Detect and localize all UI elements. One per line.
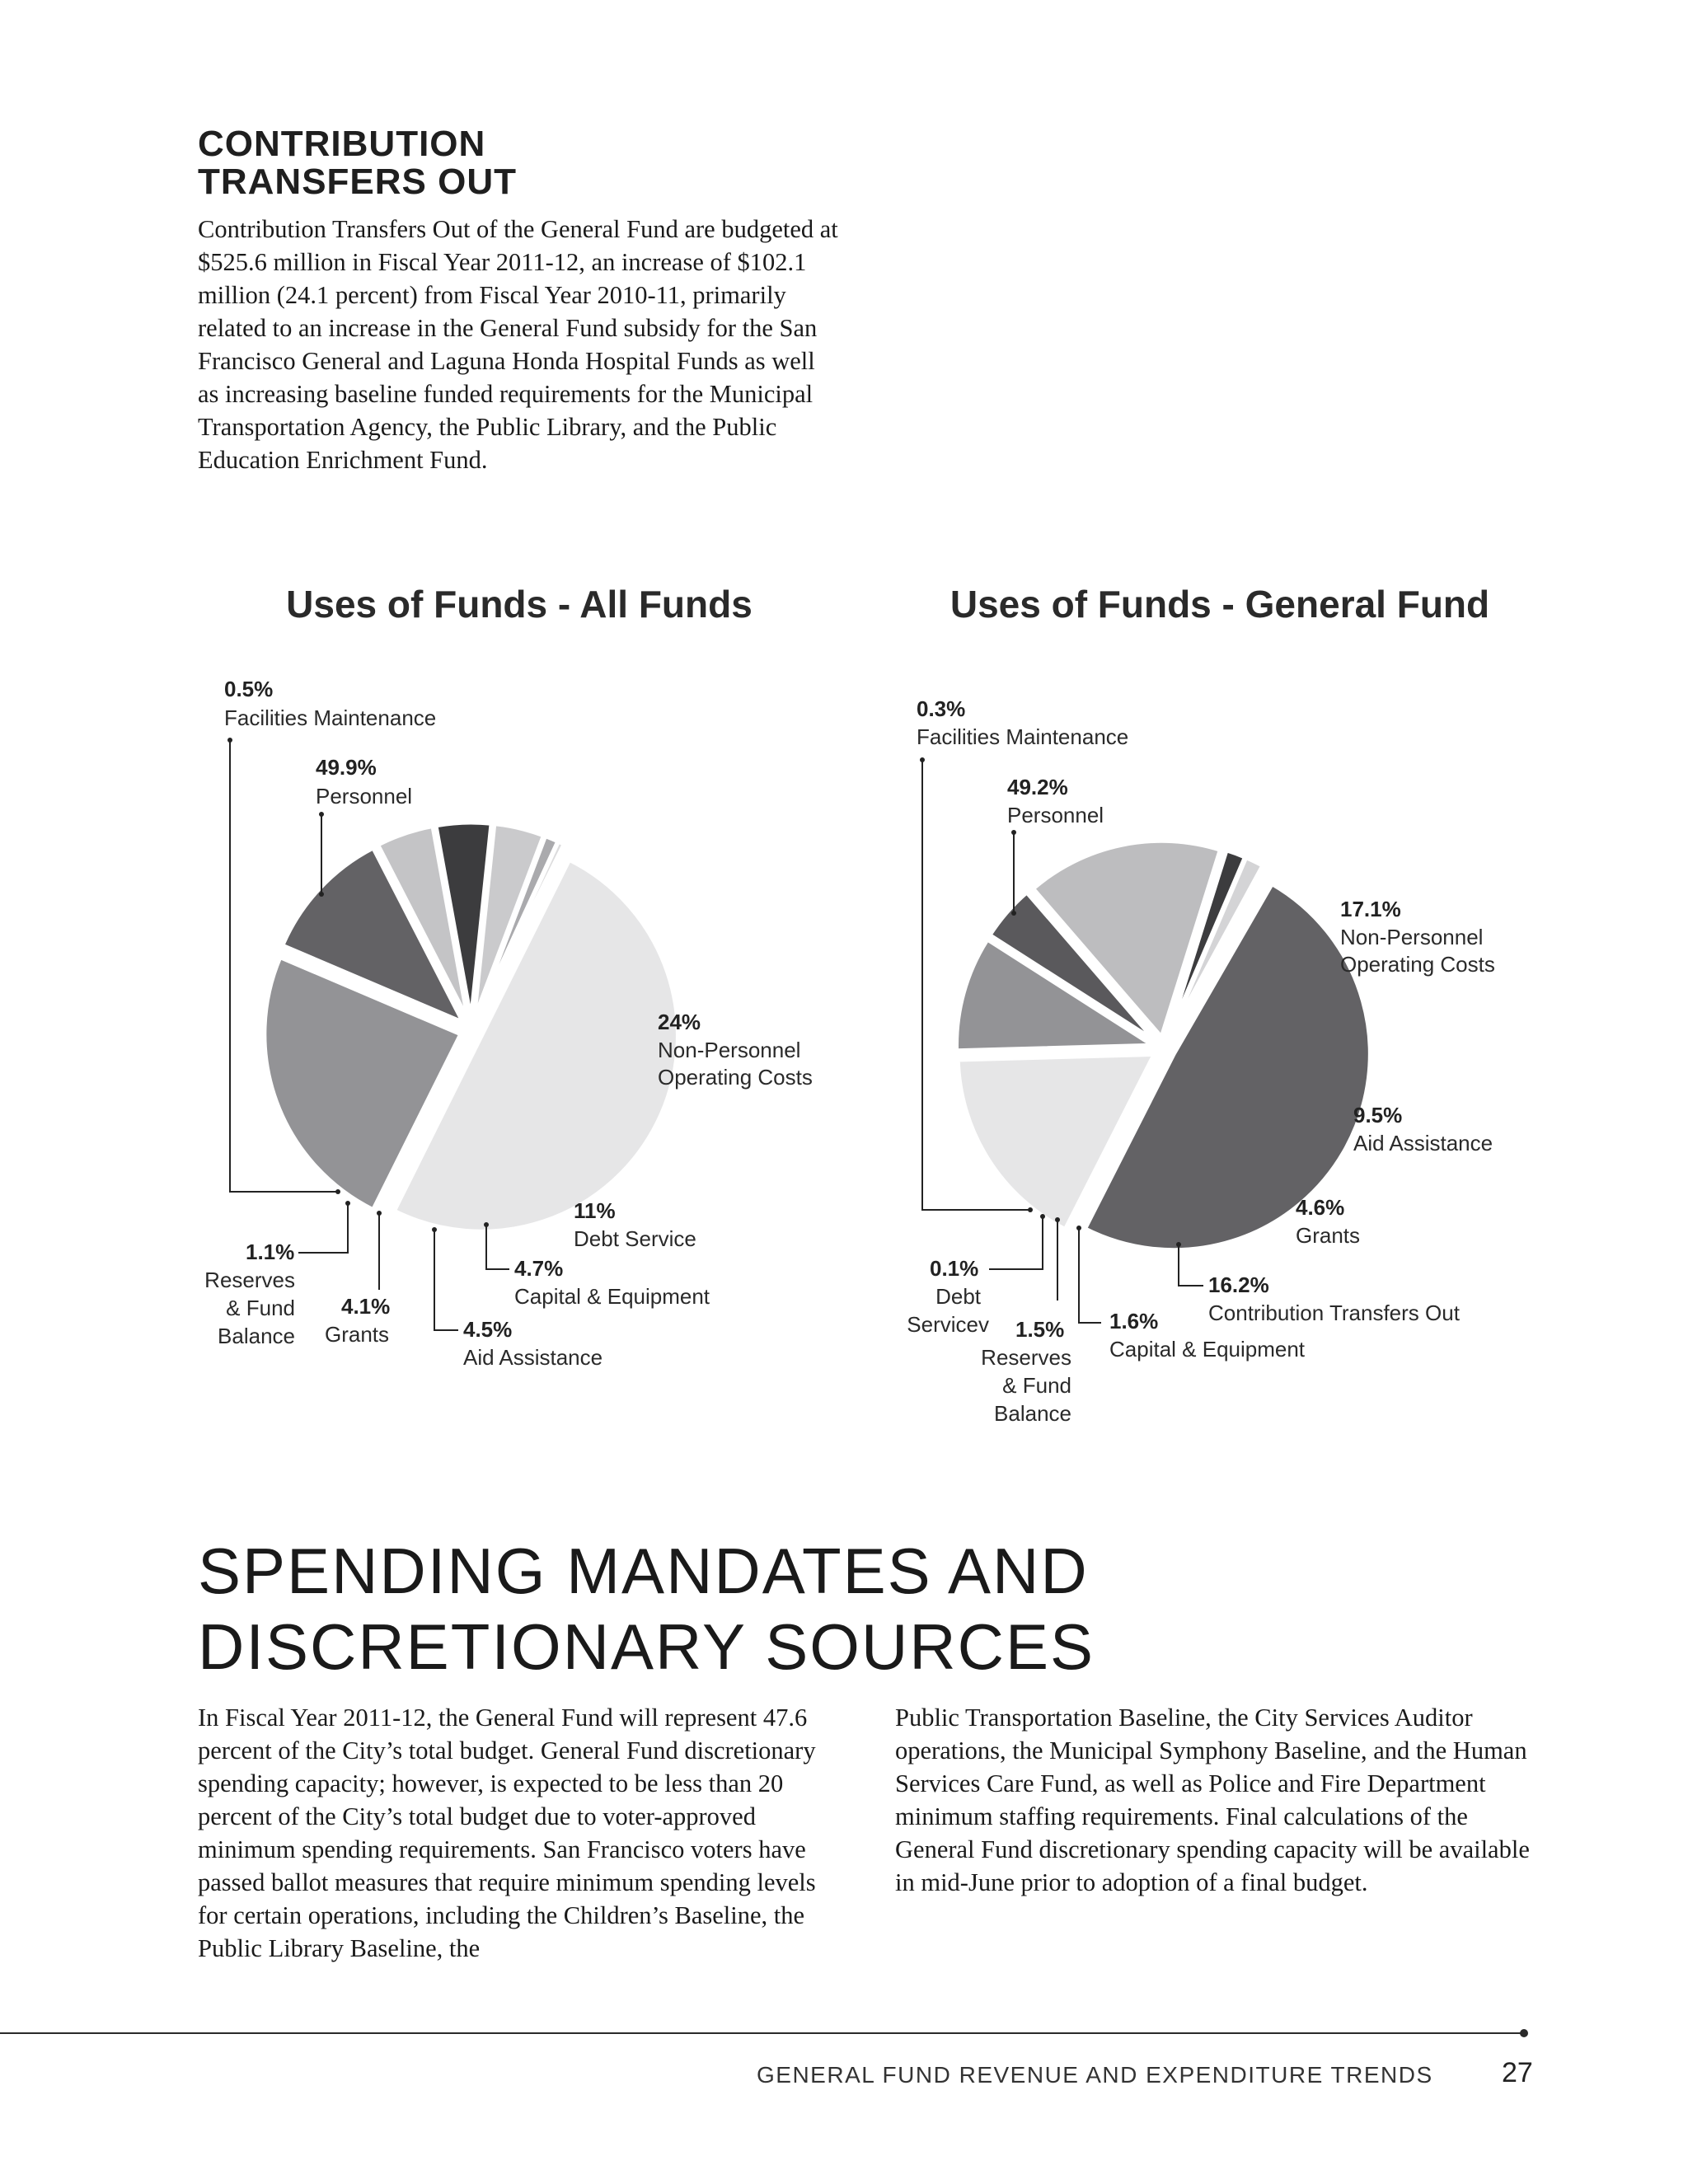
heading-line-1: SPENDING MANDATES AND bbox=[198, 1535, 1089, 1607]
body-column-right: Public Transportation Baseline, the City… bbox=[895, 1704, 1530, 1896]
pie-slice-capital-equipment bbox=[376, 824, 470, 1022]
chart-title-all-funds: Uses of Funds - All Funds bbox=[286, 583, 753, 626]
pct-label-personnel: 49.2% bbox=[1007, 775, 1068, 799]
slice-label-reserves-1: Reserves bbox=[204, 1268, 295, 1292]
footer-rule bbox=[0, 2032, 1525, 2034]
leader-aid-all bbox=[434, 1230, 458, 1331]
slice-label-nonpersonnel-2: Operating Costs bbox=[1340, 952, 1495, 977]
heading-line-2: DISCRETIONARY SOURCES bbox=[198, 1610, 1095, 1683]
pct-label-grants: 4.6% bbox=[1296, 1195, 1344, 1220]
leader-dot bbox=[319, 892, 324, 897]
slice-label-reserves-1: Reserves bbox=[981, 1345, 1071, 1370]
pie-general-fund bbox=[954, 838, 1372, 1253]
leader-dot bbox=[1055, 1217, 1060, 1222]
pct-label-debt: 11% bbox=[574, 1198, 616, 1223]
leader-dot bbox=[335, 1189, 340, 1194]
leader-transfers-gf bbox=[1178, 1244, 1203, 1286]
footer-running-title: GENERAL FUND REVENUE AND EXPENDITURE TRE… bbox=[757, 2062, 1433, 2088]
leader-dot bbox=[1011, 830, 1016, 835]
leader-dot bbox=[319, 812, 324, 817]
slice-label-personnel: Personnel bbox=[316, 784, 412, 808]
heading-line-1: CONTRIBUTION bbox=[198, 124, 486, 164]
slice-label-reserves-3: Balance bbox=[218, 1324, 295, 1348]
pct-label-facilities: 0.3% bbox=[917, 696, 965, 721]
pct-label-nonpersonnel: 24% bbox=[658, 1010, 701, 1034]
slice-label-grants: Grants bbox=[1296, 1223, 1360, 1248]
slice-label-nonpersonnel-1: Non-Personnel bbox=[1340, 925, 1483, 949]
leader-dot bbox=[1028, 1207, 1033, 1212]
pct-label-capital: 1.6% bbox=[1109, 1309, 1158, 1333]
pct-label-reserves: 1.5% bbox=[1015, 1317, 1064, 1342]
pct-label-transfers: 16.2% bbox=[1208, 1272, 1269, 1297]
pie-all-funds bbox=[262, 820, 681, 1234]
heading-line-2: TRANSFERS OUT bbox=[198, 162, 517, 202]
slice-label-aid: Aid Assistance bbox=[463, 1345, 603, 1370]
pct-label-facilities: 0.5% bbox=[224, 677, 273, 701]
leader-dot bbox=[484, 1222, 489, 1227]
page-number: 27 bbox=[1502, 2057, 1533, 2088]
leader-dot bbox=[345, 1201, 350, 1206]
pct-label-personnel: 49.9% bbox=[316, 755, 377, 780]
labels-all-funds: 0.5% Facilities Maintenance 49.9% Person… bbox=[204, 677, 813, 1370]
pie-charts: 0.5% Facilities Maintenance 49.9% Person… bbox=[204, 677, 1495, 1426]
pct-label-nonpersonnel: 17.1% bbox=[1340, 897, 1401, 921]
slice-label-facilities: Facilities Maintenance bbox=[224, 705, 436, 730]
leader-dot bbox=[227, 738, 232, 743]
leader-capital-all bbox=[485, 1225, 509, 1270]
leader-reserves-all bbox=[298, 1203, 349, 1254]
slice-label-capital: Capital & Equipment bbox=[514, 1284, 710, 1309]
leader-dot bbox=[1076, 1226, 1081, 1230]
pie-slice-facilities-maintenance bbox=[474, 839, 566, 1022]
pie-slice-debt-service bbox=[280, 846, 466, 1024]
leader-dot bbox=[920, 757, 925, 762]
labels-general-fund: 0.3% Facilities Maintenance 49.2% Person… bbox=[907, 696, 1495, 1426]
leader-dot bbox=[1011, 911, 1016, 916]
slice-label-reserves-2: & Fund bbox=[1002, 1373, 1071, 1398]
slice-label-reserves-3: Balance bbox=[994, 1401, 1071, 1426]
pie-slice-personnel bbox=[392, 857, 681, 1234]
pie-slice-non-personnel-operating-costs bbox=[262, 955, 463, 1212]
slice-label-debt-2: Servicev bbox=[907, 1312, 989, 1337]
pie-slice-non-personnel-operating-costs bbox=[955, 1052, 1156, 1232]
leader-dot bbox=[1040, 1214, 1045, 1219]
section-body-contribution-transfers: Contribution Transfers Out of the Genera… bbox=[198, 215, 838, 474]
pie-slice-contribution-transfers-out bbox=[1030, 838, 1222, 1039]
pie-slice-grants bbox=[987, 890, 1157, 1043]
leader-capital-gf bbox=[1078, 1228, 1101, 1324]
pct-label-aid: 4.5% bbox=[463, 1317, 512, 1342]
slice-label-facilities: Facilities Maintenance bbox=[917, 724, 1128, 749]
slice-label-debt: Debt Service bbox=[574, 1226, 696, 1251]
slice-label-debt-1: Debt bbox=[935, 1284, 982, 1309]
chart-title-general-fund: Uses of Funds - General Fund bbox=[950, 583, 1490, 626]
pct-label-reserves: 1.1% bbox=[246, 1240, 294, 1264]
leader-dot bbox=[432, 1227, 437, 1232]
body-column-left: In Fiscal Year 2011-12, the General Fund… bbox=[198, 1704, 816, 1962]
leader-debt-gf bbox=[989, 1216, 1043, 1270]
slice-label-aid: Aid Assistance bbox=[1353, 1131, 1493, 1155]
slice-label-reserves-2: & Fund bbox=[226, 1296, 295, 1320]
slice-label-transfers: Contribution Transfers Out bbox=[1208, 1301, 1461, 1325]
pct-label-capital: 4.7% bbox=[514, 1256, 563, 1281]
pct-label-debt: 0.1% bbox=[930, 1256, 978, 1281]
slice-label-nonpersonnel-1: Non-Personnel bbox=[658, 1038, 800, 1062]
leader-dot bbox=[1176, 1242, 1181, 1247]
slice-label-grants: Grants bbox=[325, 1322, 389, 1347]
leader-facilities-gf bbox=[921, 760, 1030, 1211]
slice-label-capital: Capital & Equipment bbox=[1109, 1337, 1306, 1361]
leader-dot bbox=[377, 1211, 382, 1216]
pie-slice-aid-assistance bbox=[434, 820, 494, 1021]
pct-label-aid: 9.5% bbox=[1353, 1103, 1402, 1127]
leader-lines-all-funds bbox=[227, 738, 509, 1331]
leader-facilities-all bbox=[229, 740, 338, 1193]
section-heading-spending-mandates: SPENDING MANDATES AND DISCRETIONARY SOURC… bbox=[198, 1533, 1517, 1685]
pie-slice-personnel bbox=[1082, 882, 1372, 1253]
slice-label-nonpersonnel-2: Operating Costs bbox=[658, 1065, 813, 1090]
footer-rule-dot bbox=[1520, 2029, 1528, 2037]
pie-slice-aid-assistance bbox=[954, 937, 1156, 1053]
pie-slice-facilities-maintenance bbox=[1167, 864, 1270, 1041]
slice-label-personnel: Personnel bbox=[1007, 803, 1104, 827]
section-heading-contribution-transfers: CONTRIBUTION TRANSFERS OUT bbox=[198, 125, 692, 201]
pct-label-grants: 4.1% bbox=[341, 1294, 390, 1319]
leader-lines-general-fund bbox=[920, 757, 1203, 1324]
